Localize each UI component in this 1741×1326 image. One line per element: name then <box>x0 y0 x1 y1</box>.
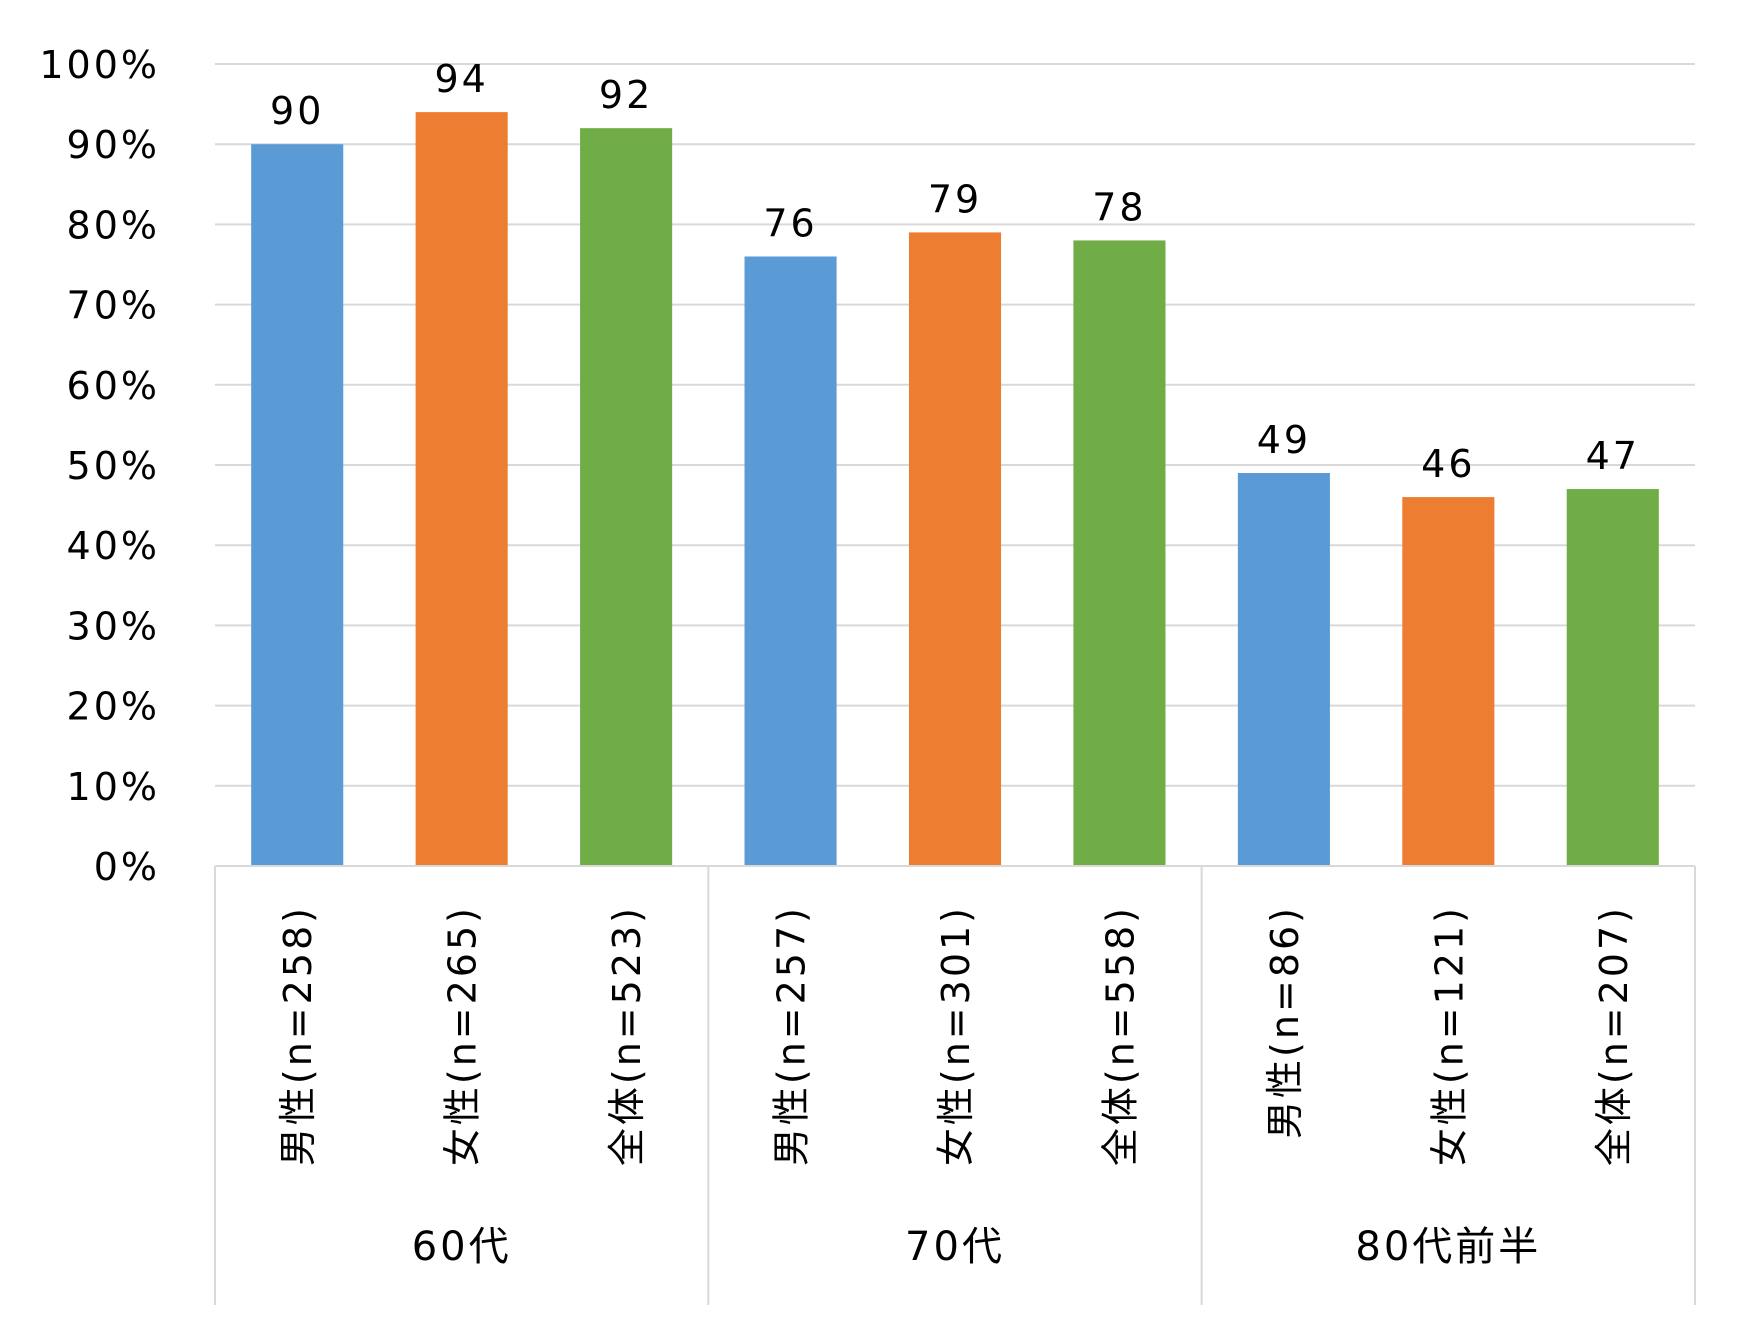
data-label: 49 <box>1257 418 1311 462</box>
category-label: 全体(n=558) <box>1098 905 1142 1166</box>
bar <box>1402 497 1495 866</box>
y-axis-tick-labels: 0% 10% 20% 30% 40% 50% 60% 70% 80% 90% 100% <box>39 43 160 889</box>
bar <box>908 232 1002 867</box>
data-label: 78 <box>1092 185 1146 229</box>
category-label: 男性(n=257) <box>770 905 814 1166</box>
bar <box>1237 473 1330 866</box>
group-label: 60代 <box>412 1224 512 1270</box>
group-label: 80代前半 <box>1355 1224 1541 1270</box>
bar <box>1566 489 1659 866</box>
category-label: 男性(n=258) <box>276 905 320 1166</box>
category-axis: 男性(n=258) 女性(n=265) 全体(n=523) 60代 男性(n=257) 女… <box>214 865 1696 1305</box>
y-tick-label: 20% <box>67 685 160 729</box>
y-tick-label: 100% <box>39 43 160 87</box>
y-tick-label: 0% <box>94 845 160 889</box>
data-label: 92 <box>599 73 653 117</box>
category-label: 女性(n=301) <box>934 905 978 1166</box>
bars <box>251 112 1659 867</box>
y-tick-label: 40% <box>67 524 160 568</box>
y-tick-label: 70% <box>67 284 160 328</box>
category-label: 女性(n=265) <box>441 905 485 1166</box>
category-label: 全体(n=207) <box>1592 905 1636 1166</box>
y-tick-label: 10% <box>67 765 160 809</box>
bar <box>1073 240 1166 866</box>
y-tick-label: 60% <box>67 364 160 408</box>
data-label: 94 <box>434 57 488 101</box>
category-label: 全体(n=523) <box>605 905 649 1166</box>
y-tick-label: 90% <box>67 123 160 167</box>
data-label: 76 <box>763 201 817 245</box>
group-label: 70代 <box>905 1224 1005 1270</box>
category-label: 女性(n=121) <box>1427 905 1471 1166</box>
data-label: 90 <box>270 89 324 133</box>
data-label: 79 <box>928 177 982 221</box>
data-labels: 90 94 92 76 79 78 49 46 47 <box>270 57 1640 486</box>
bar <box>251 144 344 866</box>
data-label: 46 <box>1421 442 1475 486</box>
bar <box>415 112 508 867</box>
data-label: 47 <box>1586 434 1640 478</box>
y-tick-label: 50% <box>67 444 160 488</box>
y-tick-label: 80% <box>67 203 160 247</box>
bar <box>744 256 837 867</box>
y-tick-label: 30% <box>67 604 160 648</box>
bar <box>580 128 673 866</box>
category-label: 男性(n=86) <box>1263 905 1307 1139</box>
